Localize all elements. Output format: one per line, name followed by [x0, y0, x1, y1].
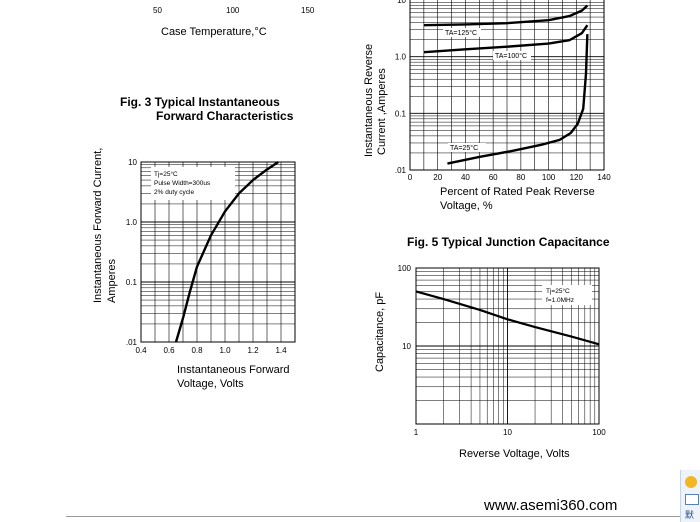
fig3-x-tick-label: 0.8 [191, 346, 203, 355]
fig4-x-tick-label: 80 [516, 173, 525, 182]
fig4-y-tick-label: 10 [397, 0, 406, 5]
fig4-y-axis-label-line1: Instantaneous Reverse [363, 43, 375, 157]
emoji-icon[interactable] [685, 476, 697, 488]
fig4-x-tick-label: 120 [570, 173, 584, 182]
fig4-plot-frame [409, 0, 605, 171]
fig5-annotation: f=1.0MHz [546, 297, 574, 304]
fig4-x-tick-label: 0 [408, 173, 413, 182]
fig5-y-tick-label: 10 [402, 342, 411, 351]
fig5-y-tick-label: 100 [398, 264, 412, 273]
fig4-x-tick-label: 140 [597, 173, 611, 182]
input-mode-label[interactable]: 默 [685, 510, 695, 520]
fig4-y-tick-label: 1.0 [395, 53, 407, 62]
fig3-y-tick-label: 10 [128, 158, 137, 167]
fig3-annotation: 2% duty cycle [154, 189, 194, 196]
footer-divider [66, 516, 686, 517]
fig4-series-label: TA=125°C [445, 29, 477, 37]
fig3-x-tick-label: 1.0 [219, 346, 231, 355]
fig5-x-axis-label: Reverse Voltage, Volts [459, 448, 570, 460]
fig5-plot-frame [415, 267, 600, 425]
fig4-x-tick-label: 20 [433, 173, 442, 182]
fig4-series-line [447, 34, 589, 165]
fig5-title: Fig. 5 Typical Junction Capacitance [407, 235, 610, 249]
fig4-x-axis-label-line2: Voltage, % [440, 200, 493, 212]
top-x-axis-label: Case Temperature,°C [161, 26, 267, 38]
fig4-series-line [423, 4, 589, 27]
fig3-x-axis-label-line2: Voltage, Volts [177, 378, 244, 390]
fig4-x-tick-label: 40 [461, 173, 470, 182]
fig5-y-axis-label: Capacitance, pF [374, 291, 386, 372]
fig3-title-line1: Fig. 3 Typical Instantaneous [120, 95, 280, 109]
fig3-annotation: Tj=25°C [154, 170, 178, 178]
fig4-series-line [423, 24, 589, 54]
fig3-y-axis-label-line1: Instantaneous Forward Current, [92, 147, 104, 303]
fig5-x-tick-label: 100 [592, 428, 606, 437]
fig4-x-tick-label: 100 [542, 173, 556, 182]
fig3-x-axis-label-line1: Instantaneous Forward [177, 364, 290, 376]
keyboard-icon[interactable] [685, 494, 699, 505]
top-x-tick: 150 [301, 6, 315, 15]
fig3-x-tick-label: 0.6 [163, 346, 175, 355]
fig3-annotation-bg [151, 167, 235, 200]
fig4-series-label: TA=100°C [495, 52, 527, 60]
fig3-plot-frame [140, 161, 296, 343]
fig5-series-line [415, 290, 600, 346]
fig3-y-tick-label: 0.1 [126, 278, 138, 287]
fig3-title-line2: Forward Characteristics [156, 109, 294, 123]
top-x-tick: 100 [226, 6, 240, 15]
fig5-annotation-bg [542, 285, 592, 305]
footer-url[interactable]: www.asemi360.com [484, 497, 618, 514]
fig3-y-tick-label: 1.0 [126, 218, 138, 227]
fig3-x-tick-label: 0.4 [135, 346, 147, 355]
fig3-x-tick-label: 1.4 [275, 346, 287, 355]
fig5-x-tick-label: 10 [503, 428, 512, 437]
fig3-x-tick-label: 1.2 [247, 346, 259, 355]
fig4-x-axis-label-line1: Percent of Rated Peak Reverse [440, 186, 595, 198]
fig3-y-tick-label: .01 [126, 338, 138, 347]
fig3-series-line [174, 161, 279, 343]
side-toolbar[interactable]: 默 [680, 470, 700, 522]
fig5-x-tick-label: 1 [414, 428, 419, 437]
fig4-series-label-bg [443, 28, 481, 37]
fig4-series-label-bg [493, 51, 531, 60]
top-x-tick: 50 [153, 6, 162, 15]
fig4-y-axis-label-line2: Current ,Amperes [376, 68, 388, 155]
fig5-annotation: Tj=25°C [546, 287, 570, 295]
fig3-annotation: Pulse Width=300us [154, 180, 211, 187]
fig4-x-tick-label: 60 [489, 173, 498, 182]
fig4-y-tick-label: 0.1 [395, 109, 407, 118]
fig3-y-axis-label-line2: Amperes [106, 258, 118, 303]
fig4-series-label: TA=25°C [450, 144, 478, 152]
fig4-series-label-bg [448, 143, 486, 152]
fig4-y-tick-label: .01 [395, 166, 407, 175]
